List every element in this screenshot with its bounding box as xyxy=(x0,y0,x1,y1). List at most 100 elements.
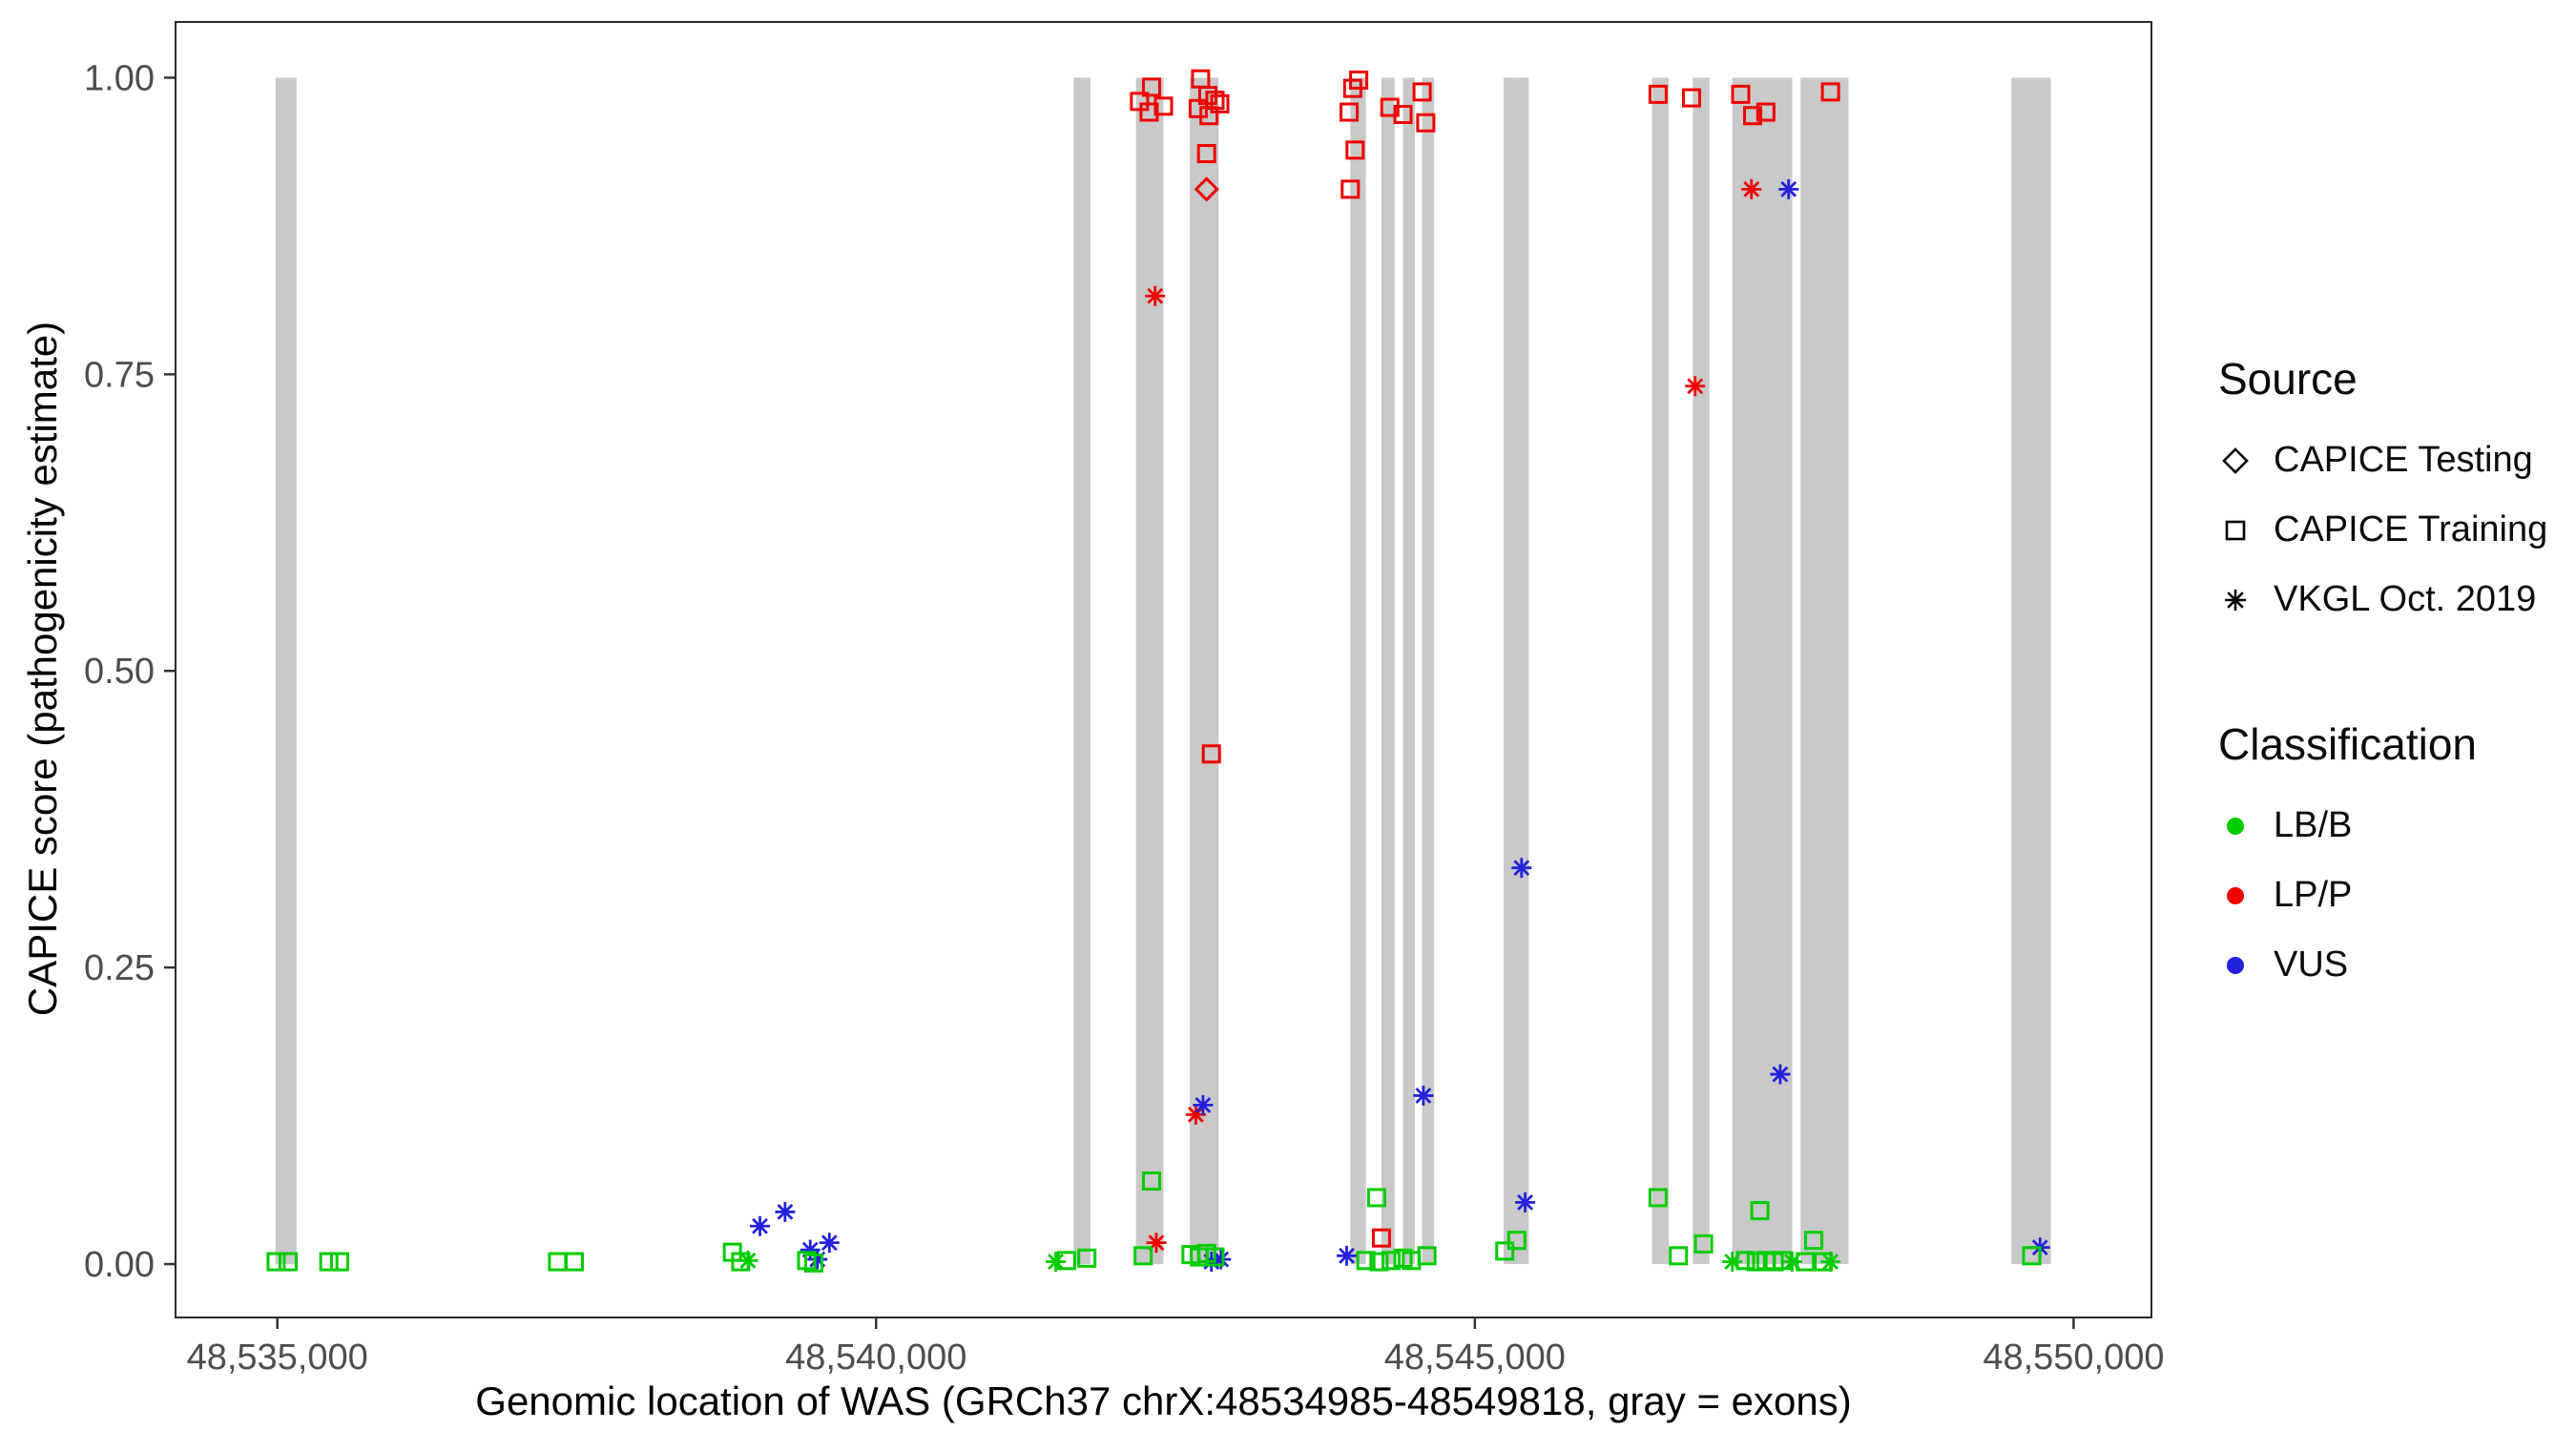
diamond-icon xyxy=(2222,446,2249,474)
point-asterisk xyxy=(1685,376,1706,397)
point-asterisk xyxy=(1722,1252,1743,1273)
point-asterisk xyxy=(1185,1104,1206,1125)
point-square xyxy=(1141,1171,1161,1191)
point-square xyxy=(564,1252,584,1272)
point-square xyxy=(1682,88,1702,108)
square-icon xyxy=(2225,520,2246,540)
point-asterisk xyxy=(775,1201,796,1222)
point-square xyxy=(1369,1252,1389,1272)
point-asterisk xyxy=(1511,858,1532,879)
point-square xyxy=(1349,70,1369,90)
point-asterisk xyxy=(1741,178,1762,199)
legend-item-label: LP/P xyxy=(2274,875,2353,915)
point-asterisk xyxy=(819,1233,840,1254)
point-square xyxy=(1345,140,1365,160)
point-square xyxy=(1820,82,1840,102)
point-square xyxy=(1495,1241,1515,1261)
point-square xyxy=(2022,1246,2042,1266)
point-asterisk xyxy=(1337,1245,1358,1266)
svg-text:48,550,000: 48,550,000 xyxy=(1983,1338,2164,1378)
svg-text:0.25: 0.25 xyxy=(84,948,155,988)
point-square xyxy=(1731,84,1751,104)
point-square xyxy=(1371,1228,1391,1248)
point-square xyxy=(1199,106,1219,126)
point-asterisk xyxy=(737,1250,758,1271)
svg-text:0.75: 0.75 xyxy=(84,355,155,395)
point-square xyxy=(1205,1247,1225,1267)
x-axis: 48,535,000 48,540,000 48,545,000 48,550,000 xyxy=(187,1317,2165,1378)
legend-item-lbb: LB/B xyxy=(2218,791,2562,861)
point-square xyxy=(1196,144,1216,164)
point-asterisk xyxy=(1781,1252,1802,1273)
svg-text:48,545,000: 48,545,000 xyxy=(1384,1338,1566,1378)
point-diamond xyxy=(1194,176,1219,202)
svg-text:1.00: 1.00 xyxy=(84,58,155,98)
point-square xyxy=(1210,93,1230,114)
point-square xyxy=(1356,1251,1376,1271)
legend-item-label: CAPICE Training xyxy=(2274,509,2548,550)
point-square xyxy=(1340,179,1361,199)
point-asterisk xyxy=(1146,1233,1167,1254)
point-square xyxy=(1130,92,1150,112)
legend-item-vus: VUS xyxy=(2218,930,2562,1000)
green-dot-icon xyxy=(2227,817,2244,835)
legend-item-vkgl: VKGL Oct. 2019 xyxy=(2218,565,2562,634)
data-points xyxy=(266,69,2050,1273)
y-axis-title: CAPICE score (pathogenicity estimate) xyxy=(20,321,65,1017)
point-square xyxy=(1201,744,1221,764)
legend-item-label: VUS xyxy=(2274,944,2349,985)
point-square xyxy=(319,1252,339,1272)
svg-text:48,540,000: 48,540,000 xyxy=(785,1338,966,1378)
legend-item-capice-testing: CAPICE Testing xyxy=(2218,425,2562,495)
point-square xyxy=(1139,102,1159,122)
point-square xyxy=(1393,105,1413,124)
legend-classification-title: Classification xyxy=(2218,719,2477,769)
legend-source-title: Source xyxy=(2218,354,2358,404)
point-square xyxy=(1750,1201,1770,1221)
point-asterisk xyxy=(1145,285,1166,306)
legend-item-label: LB/B xyxy=(2274,805,2353,845)
point-square xyxy=(803,1253,823,1273)
point-square xyxy=(1506,1231,1527,1251)
y-axis: 0.00 0.25 0.50 0.75 1.00 xyxy=(84,58,176,1285)
blue-dot-icon xyxy=(2227,956,2244,974)
point-square xyxy=(1648,1188,1668,1208)
point-square xyxy=(1077,1248,1097,1268)
point-asterisk xyxy=(1193,1094,1214,1115)
legend-item-lpp: LP/P xyxy=(2218,861,2562,930)
point-asterisk xyxy=(1046,1252,1067,1273)
x-axis-title: Genomic location of WAS (GRCh37 chrX:485… xyxy=(475,1379,1852,1423)
point-square xyxy=(278,1252,298,1272)
point-asterisk xyxy=(750,1215,771,1236)
exon-bars xyxy=(275,77,2051,1265)
point-square xyxy=(1366,1188,1386,1208)
point-square xyxy=(1693,1234,1714,1254)
point-asterisk xyxy=(1413,1085,1434,1106)
point-square xyxy=(1743,106,1763,126)
svg-text:48,535,000: 48,535,000 xyxy=(187,1338,368,1378)
point-square xyxy=(1416,113,1436,133)
asterisk-icon xyxy=(2225,589,2246,611)
point-square xyxy=(1133,1246,1153,1266)
point-square xyxy=(548,1252,568,1272)
point-asterisk xyxy=(1778,178,1799,199)
legend-item-label: VKGL Oct. 2019 xyxy=(2274,579,2537,619)
point-square xyxy=(1755,102,1776,122)
svg-text:0.00: 0.00 xyxy=(84,1245,155,1285)
point-square xyxy=(329,1252,349,1272)
svg-text:0.50: 0.50 xyxy=(84,652,155,692)
point-square xyxy=(1141,77,1161,97)
point-square xyxy=(1669,1246,1689,1266)
red-dot-icon xyxy=(2227,886,2244,904)
point-asterisk xyxy=(1770,1064,1791,1085)
legend: Source CAPICE Testing CAPICE Training xyxy=(2218,353,2562,1000)
point-asterisk xyxy=(1820,1252,1841,1273)
point-square xyxy=(1804,1231,1824,1251)
point-square xyxy=(1381,1251,1401,1271)
point-asterisk xyxy=(1515,1192,1536,1213)
point-square xyxy=(1417,1246,1437,1266)
legend-item-capice-training: CAPICE Training xyxy=(2218,495,2562,565)
point-square xyxy=(266,1252,286,1272)
